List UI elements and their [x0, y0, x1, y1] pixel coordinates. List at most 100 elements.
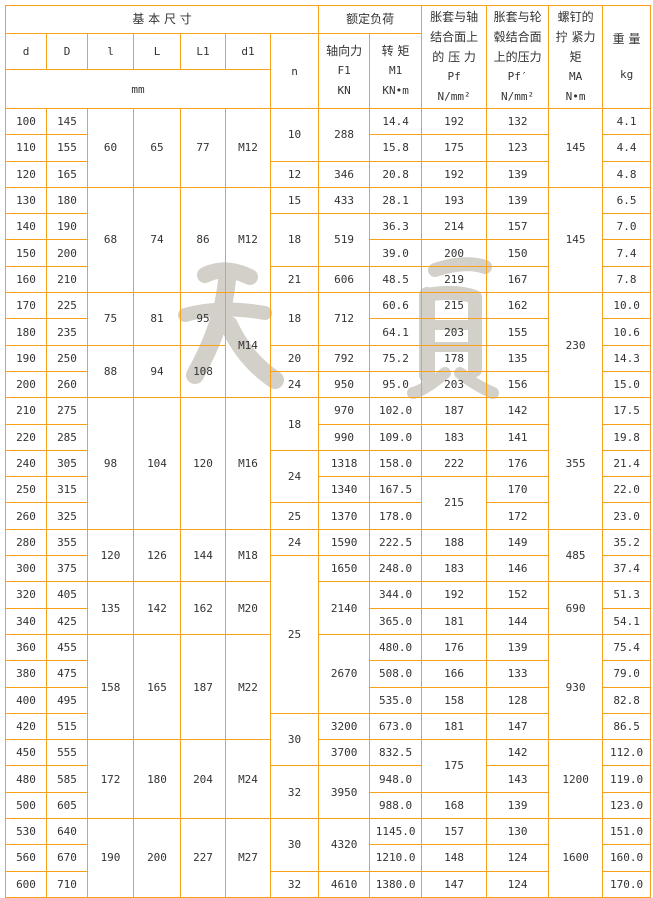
table-cell: 140 [5, 213, 47, 241]
table-cell: M12 [225, 186, 271, 294]
table-cell: 535.0 [369, 686, 423, 714]
pf-title: 胀套与轴结合面上的 压 力 [430, 10, 479, 64]
table-cell: 485 [548, 528, 604, 583]
table-cell: 160 [5, 265, 47, 294]
table-cell: 133 [486, 660, 550, 688]
table-cell: 37.4 [602, 555, 652, 583]
pf-prime-symbol: Pf′ [507, 70, 528, 83]
table-row: 420 515 30 3200 673.0 181 147 86.5 [5, 712, 652, 767]
table-cell: 515 [46, 712, 88, 741]
table-cell: 165 [133, 633, 181, 741]
table-cell: 24 [269, 370, 320, 399]
table-cell: 365.0 [369, 607, 423, 635]
table-cell: 222 [421, 449, 488, 478]
table-cell: 405 [46, 581, 88, 609]
table-row: 320 405 135 142 162 M20 2140 344.0 192 152 690 51.3 [5, 581, 652, 635]
table-cell: 21.4 [602, 449, 652, 478]
table-cell: 193 [421, 186, 488, 215]
table-cell: 346 [318, 160, 371, 188]
table-cell: 170.0 [602, 870, 652, 898]
table-cell: 178 [421, 344, 488, 372]
table-cell: 108 [180, 344, 226, 399]
table-cell: 7.0 [602, 213, 652, 241]
table-cell: 988.0 [369, 791, 423, 820]
col-L: L [133, 33, 181, 70]
table-cell: 425 [46, 607, 88, 635]
table-cell: 141 [486, 423, 550, 451]
col-f1: 轴向力 F1 KN [318, 33, 371, 109]
table-cell: 60.6 [369, 292, 423, 320]
table-cell: 181 [421, 607, 488, 635]
table-cell: 30 [269, 818, 320, 872]
col-l: l [87, 33, 134, 70]
table-cell: 172 [486, 502, 550, 530]
table-row: 100 145 60 65 77 M12 10 288 14.4 192 132 145 4.1 [5, 107, 652, 188]
table-cell: 15.0 [602, 370, 652, 399]
table-cell: 32 [269, 765, 320, 820]
table-cell: 155 [486, 318, 550, 346]
table-cell: 203 [421, 318, 488, 346]
pf-prime-title: 胀套与轮毂结合面上的压力 [493, 10, 542, 64]
table-cell: 25 [269, 502, 320, 530]
table-cell: 139 [486, 791, 550, 820]
table-cell: 167.5 [369, 476, 423, 504]
table-cell: 20.8 [369, 160, 423, 188]
table-cell: 120 [5, 160, 47, 188]
table-cell: 144 [486, 607, 550, 635]
table-cell: 970 [318, 397, 371, 425]
table-cell: 183 [421, 555, 488, 583]
table-row: 250 315 1340 167.5 215 170 22.0 [5, 476, 652, 530]
f1-symbol: F1 [337, 64, 351, 77]
table-cell: 54.1 [602, 607, 652, 635]
table-cell: 64.1 [369, 318, 423, 346]
table-cell: 250 [46, 344, 88, 372]
table-cell: 139 [486, 633, 550, 662]
table-cell: 128 [486, 686, 550, 714]
table-cell: 68 [87, 186, 134, 294]
table-cell: 275 [46, 397, 88, 425]
table-cell: 433 [318, 186, 371, 215]
table-cell: 192 [421, 160, 488, 188]
table-cell: 380 [5, 660, 47, 688]
table-cell: 88 [87, 344, 134, 399]
table-cell: 51.3 [602, 581, 652, 609]
expansion-sleeve-spec-table: 基 本 尺 寸 额定负荷 胀套与轴结合面上的 压 力 Pf N/mm² 胀套与轮… [4, 5, 652, 898]
table-cell: 22.0 [602, 476, 652, 504]
table-cell: 500 [5, 791, 47, 820]
table-cell: 190 [46, 213, 88, 241]
table-cell: 192 [421, 107, 488, 136]
header-weight: 重 量 kg [602, 5, 652, 109]
table-cell: 144 [180, 528, 226, 583]
table-row: 110 155 15.8 175 123 4.4 [5, 134, 652, 162]
table-cell: 94 [133, 344, 181, 399]
table-cell: 792 [318, 344, 371, 372]
table-cell: 162 [486, 292, 550, 320]
table-cell: 235 [46, 318, 88, 346]
table-cell: 10.0 [602, 292, 652, 320]
table-cell: 145 [548, 186, 604, 294]
table-cell: 4610 [318, 870, 371, 898]
table-cell: M18 [225, 528, 271, 583]
table-cell: M12 [225, 108, 271, 188]
table-cell: 17.5 [602, 397, 652, 425]
table-cell: 119.0 [602, 765, 652, 793]
table-cell: 1600 [548, 818, 604, 898]
table-cell: 2140 [318, 581, 371, 635]
table-cell: 48.5 [369, 265, 423, 294]
table-cell: 285 [46, 423, 88, 451]
table-cell: 1380.0 [369, 870, 423, 898]
table-cell: 1370 [318, 502, 371, 530]
table-cell: 480.0 [369, 633, 423, 662]
table-cell: 86.5 [602, 712, 652, 741]
table-row: 360 455 158 165 187 M22 2670 480.0 176 139 930 75.4 [5, 633, 652, 741]
table-cell: 139 [486, 186, 550, 215]
table-cell: 4.4 [602, 134, 652, 162]
table-cell: 355 [548, 397, 604, 530]
table-cell: 188 [421, 528, 488, 557]
table-row: 240 305 24 1318 158.0 222 176 21.4 [5, 449, 652, 504]
table-cell: 21 [269, 265, 320, 294]
col-L1: L1 [180, 33, 226, 70]
table-cell: 157 [421, 818, 488, 846]
table-cell: 690 [548, 581, 604, 635]
table-cell: 25 [269, 555, 320, 714]
